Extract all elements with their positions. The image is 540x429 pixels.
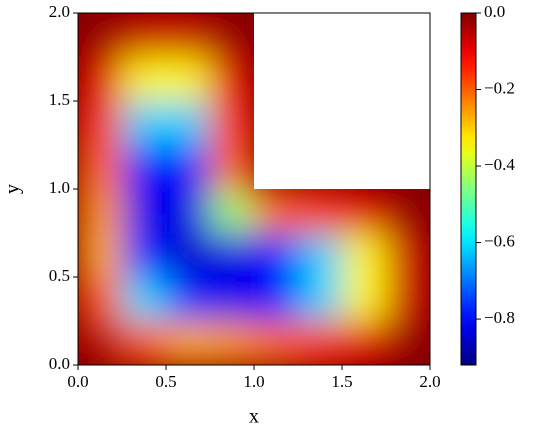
heatmap-cell	[166, 145, 211, 190]
heatmap-cell	[342, 321, 387, 365]
heatmap-cell	[386, 321, 430, 365]
y-tick-label: 2.0	[49, 2, 70, 21]
heatmap-cell	[210, 13, 255, 58]
heatmap-cell	[78, 277, 123, 322]
heatmap-cell	[210, 277, 255, 322]
heatmap-cell	[78, 101, 123, 146]
heatmap-cell	[78, 189, 123, 234]
heatmap-cell	[78, 13, 123, 58]
heatmap-cell	[210, 145, 255, 190]
heatmap-cell	[254, 321, 299, 365]
heatmap-cell	[298, 233, 343, 278]
heatmap-cell	[210, 57, 255, 102]
heatmap-cell	[122, 145, 167, 190]
heatmap-cell	[78, 233, 123, 278]
heatmap-cells	[78, 13, 430, 365]
heatmap-cell	[210, 321, 255, 365]
heatmap-cell	[386, 233, 430, 278]
x-axis-label: x	[249, 406, 259, 428]
heatmap-cell	[386, 277, 430, 322]
heatmap-cell	[166, 233, 211, 278]
heatmap-cell	[122, 101, 167, 146]
heatmap-cell	[254, 277, 299, 322]
heatmap-cell	[166, 57, 211, 102]
y-axis-label: y	[2, 184, 24, 194]
colorbar-tick-label: −0.2	[484, 78, 515, 97]
colorbar-tick-label: −0.4	[484, 155, 515, 174]
y-tick-label: 1.5	[49, 90, 70, 109]
heatmap-cell	[210, 233, 255, 278]
x-tick-label: 2.0	[419, 372, 440, 391]
heatmap-cell	[166, 189, 211, 234]
heatmap-cell	[122, 57, 167, 102]
heatmap-cell	[166, 321, 211, 365]
heatmap-cell	[78, 321, 123, 365]
heatmap-area	[78, 13, 430, 365]
heatmap-cell	[298, 189, 343, 234]
heatmap-cell	[386, 189, 430, 234]
heatmap-cell	[122, 233, 167, 278]
colorbar-tick-label: 0.0	[484, 2, 505, 21]
heatmap-cell	[254, 189, 299, 234]
x-tick-label: 1.5	[331, 372, 352, 391]
colorbar	[460, 12, 477, 366]
heatmap-cell	[342, 277, 387, 322]
y-tick-label: 0.5	[49, 266, 70, 285]
heatmap-cell	[122, 13, 167, 58]
y-tick-label: 0.0	[49, 354, 70, 373]
colorbar-tick-label: −0.6	[484, 231, 515, 250]
heatmap-cell	[122, 277, 167, 322]
heatmap-cell	[122, 189, 167, 234]
heatmap-cell	[298, 321, 343, 365]
x-tick-label: 0.0	[67, 372, 88, 391]
y-tick-label: 1.0	[49, 178, 70, 197]
colorbar-tick-label: −0.8	[484, 308, 515, 327]
heatmap-cell	[210, 189, 255, 234]
heatmap-cell	[342, 189, 387, 234]
heatmap-cell	[78, 57, 123, 102]
heatmap-cell	[166, 277, 211, 322]
x-tick-label: 0.5	[155, 372, 176, 391]
x-tick-label: 1.0	[243, 372, 264, 391]
heatmap-cell	[166, 13, 211, 58]
axes: 0.0 0.5 1.0 1.5 2.0 0.0 0.5 1.0 1.5 2.0 0.0 −0.2 −0.…	[49, 2, 516, 391]
heatmap-cell	[166, 101, 211, 146]
heatmap-cell	[122, 321, 167, 365]
heatmap-cell	[342, 233, 387, 278]
heatmap-cell	[254, 233, 299, 278]
heatmap-cell	[210, 101, 255, 146]
heatmap-cell	[298, 277, 343, 322]
heatmap-cell	[78, 145, 123, 190]
